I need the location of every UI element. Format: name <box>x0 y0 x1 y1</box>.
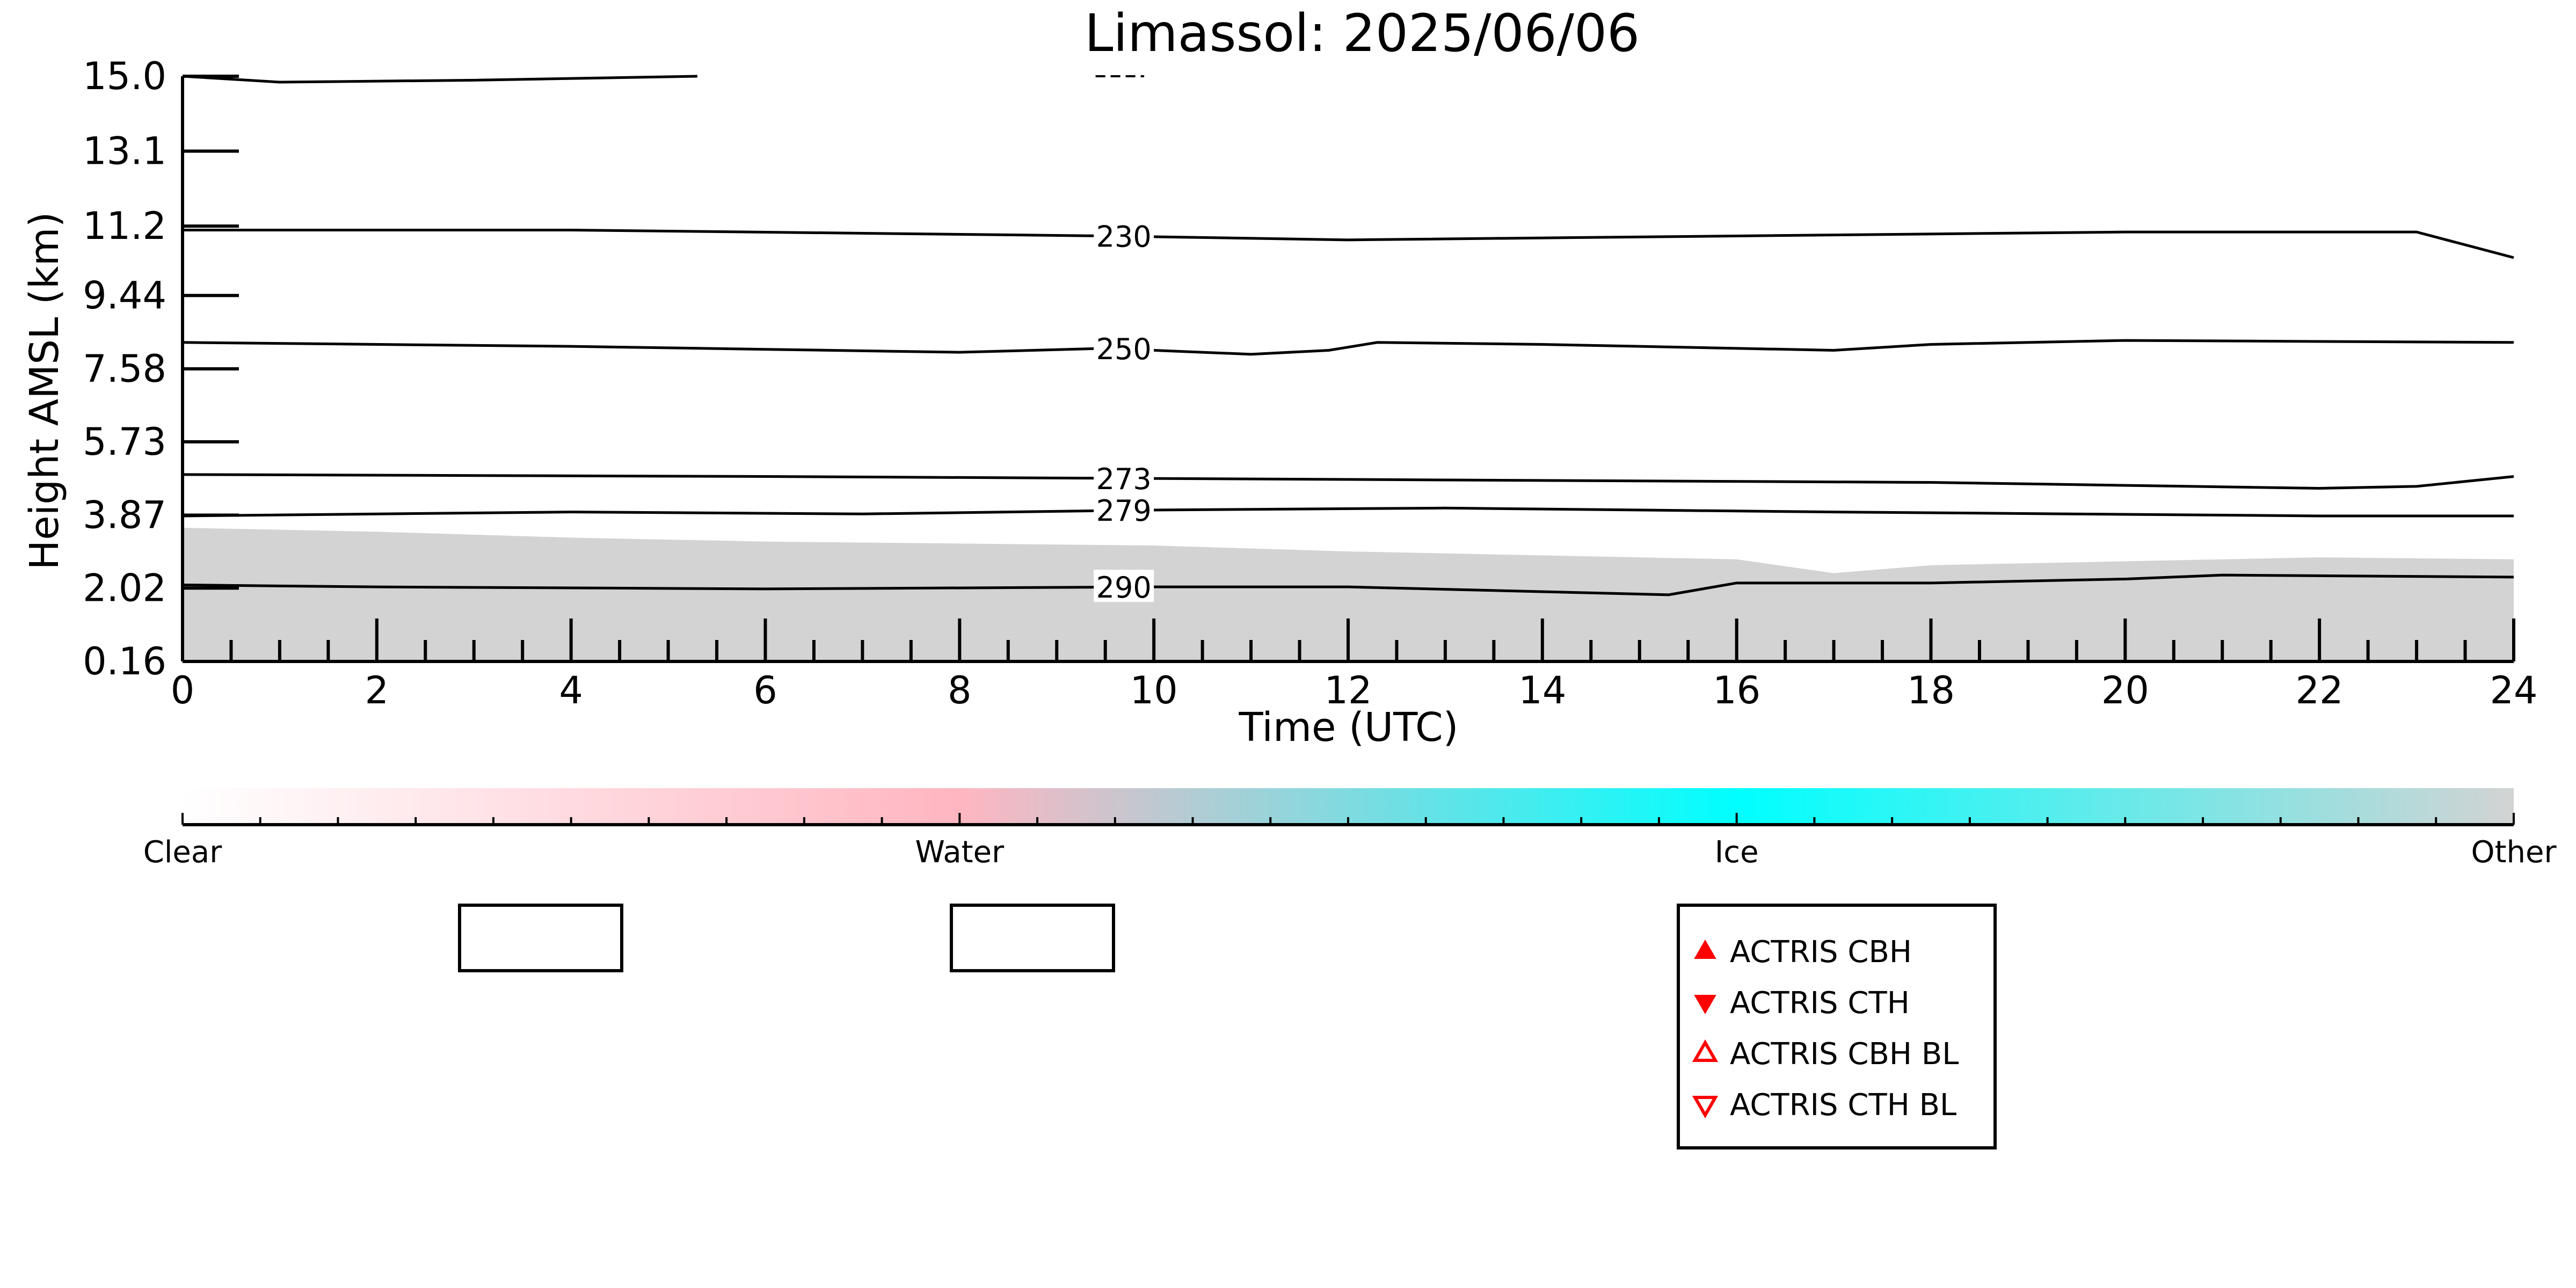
y-tick-label: 15.0 <box>83 54 166 98</box>
colorbar-label-clear: Clear <box>143 835 222 870</box>
y-tick-label: 7.58 <box>83 347 166 391</box>
x-tick-label: 24 <box>2490 668 2537 712</box>
legend-marker-triangle-down-filled-icon <box>1694 995 1716 1015</box>
x-tick-label: 2 <box>365 668 389 712</box>
contour-290-label-bg <box>1094 570 1154 602</box>
y-tick-label: 3.87 <box>83 493 166 537</box>
y-tick-label: 9.44 <box>83 273 166 317</box>
contour-top-fragment <box>182 75 697 84</box>
x-tick-label: 14 <box>1518 668 1566 712</box>
colorbar-label-water: Water <box>915 835 1005 870</box>
colorbar-label-other: Other <box>2471 835 2557 870</box>
actris-legend-frame <box>1677 904 1997 1149</box>
legend-label-actris-cth: ACTRIS CTH <box>1730 986 1910 1021</box>
x-tick-label: 10 <box>1130 668 1178 712</box>
classification-colorbar: Clear Water Ice Other <box>143 788 2557 870</box>
legend-marker-triangle-up-open-icon <box>1692 1039 1719 1062</box>
contour-290-label: 290 <box>1096 571 1152 605</box>
contour-230-label-bg <box>1094 219 1154 251</box>
colorbar-label-ice: Ice <box>1715 835 1759 870</box>
y-tick-label: 2.02 <box>83 566 166 610</box>
legend-marker-triangle-up-filled-icon <box>1694 939 1716 959</box>
chart-title: Limassol: 2025/06/06 <box>1085 3 1640 63</box>
x-tick-label: 12 <box>1324 668 1372 712</box>
x-tick-label: 0 <box>171 668 195 712</box>
y-tick-label: 11.2 <box>83 204 166 248</box>
contour-250-label: 250 <box>1096 332 1152 366</box>
contour-230-line <box>183 228 2514 259</box>
legend-marker-triangle-down-open-icon <box>1692 1096 1719 1119</box>
contour-273-line <box>182 473 2514 490</box>
legend-label-actris-cbh: ACTRIS CBH <box>1730 935 1912 970</box>
empty-legend-box <box>458 904 623 972</box>
contour-273-label: 273 <box>1096 462 1152 496</box>
contour-273-label-bg <box>1094 461 1154 494</box>
contour-279-label-bg <box>1094 492 1154 525</box>
legend: ACTRIS CBH ACTRIS CTH ACTRIS CBH BL ACTRIS … <box>458 904 1997 1149</box>
contour-250-label-bg <box>1094 331 1154 363</box>
x-tick-label: 6 <box>753 668 777 712</box>
empty-legend-box <box>950 904 1115 972</box>
legend-label-actris-cbh-bl: ACTRIS CBH BL <box>1730 1037 1959 1072</box>
x-tick-label: 16 <box>1713 668 1760 712</box>
y-tick-label: 0.16 <box>83 639 166 683</box>
y-tick-label: 13.1 <box>83 129 166 173</box>
x-tick-label: 18 <box>1907 668 1955 712</box>
x-tick-label: 20 <box>2101 668 2149 712</box>
contour-290-line <box>182 573 2514 596</box>
contour-279-line <box>182 506 2514 518</box>
contour-230-label: 230 <box>1096 220 1152 253</box>
contour-279-label: 279 <box>1096 494 1152 528</box>
x-axis-title: Time (UTC) <box>1238 704 1458 751</box>
x-tick-label: 4 <box>559 668 583 712</box>
y-axis-title: Height AMSL (km) <box>21 212 68 570</box>
x-tick-label: 8 <box>948 668 972 712</box>
legend-label-actris-cth-bl: ACTRIS CTH BL <box>1730 1088 1956 1123</box>
y-tick-label: 5.73 <box>83 420 166 464</box>
contour-250-line <box>182 339 2514 356</box>
x-tick-label: 22 <box>2296 668 2344 712</box>
